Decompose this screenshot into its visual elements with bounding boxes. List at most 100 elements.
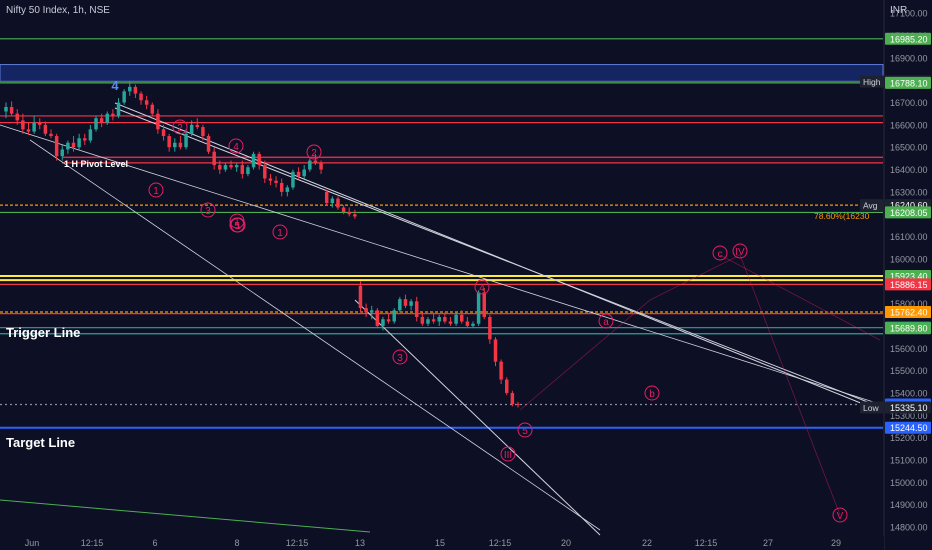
candle-body[interactable]	[330, 198, 335, 204]
candle-body[interactable]	[60, 149, 65, 157]
candle-body[interactable]	[178, 142, 183, 148]
candle-body[interactable]	[161, 129, 166, 137]
price-tag-label-bg	[860, 75, 884, 88]
time-axis[interactable]: Jun 12:15 6 8 12:15 13 15 12:15 20 22 12:15 27 29	[0, 536, 884, 550]
wave-label: 3	[205, 206, 211, 217]
candle-body[interactable]	[15, 113, 19, 121]
candle-body[interactable]	[313, 160, 318, 163]
candle-body[interactable]	[251, 153, 256, 168]
candle-body[interactable]	[122, 91, 126, 103]
price-tag-label-bg	[860, 199, 884, 212]
candle-body[interactable]	[443, 316, 447, 322]
candle-body[interactable]	[510, 392, 515, 405]
candle-body[interactable]	[482, 292, 486, 317]
candle-body[interactable]	[9, 106, 14, 114]
candle-body[interactable]	[437, 316, 441, 322]
candle-body[interactable]	[274, 180, 278, 183]
candle-body[interactable]	[66, 142, 70, 150]
candle-body[interactable]	[184, 133, 188, 148]
candle-body[interactable]	[128, 86, 132, 92]
candle-body[interactable]	[133, 86, 138, 94]
candle-body[interactable]	[341, 207, 346, 212]
candle-body[interactable]	[150, 104, 155, 114]
candle-body[interactable]	[409, 301, 413, 306]
candle-body[interactable]	[167, 136, 171, 148]
candle-body[interactable]	[386, 319, 391, 322]
candle-body[interactable]	[195, 124, 200, 128]
candle-body[interactable]	[448, 321, 453, 324]
candle-body[interactable]	[403, 299, 408, 306]
candle-body[interactable]	[38, 122, 42, 125]
candle-body[interactable]	[206, 136, 211, 152]
candle-body[interactable]	[94, 118, 98, 130]
candle-body[interactable]	[291, 171, 295, 188]
candle-body[interactable]	[505, 379, 509, 393]
candle-body[interactable]	[223, 165, 228, 170]
candle-body[interactable]	[499, 361, 503, 380]
candle-body[interactable]	[302, 169, 306, 177]
candle-body[interactable]	[465, 321, 470, 326]
candle-body[interactable]	[426, 319, 430, 324]
candle-body[interactable]	[347, 211, 351, 215]
candle-body[interactable]	[398, 299, 402, 311]
candle-body[interactable]	[212, 151, 216, 166]
candle-body[interactable]	[516, 404, 520, 406]
candle-body[interactable]	[54, 136, 59, 157]
candle-body[interactable]	[364, 308, 368, 313]
candle-body[interactable]	[381, 319, 385, 326]
candle-body[interactable]	[493, 339, 498, 362]
candle-body[interactable]	[459, 314, 464, 322]
candle-body[interactable]	[488, 316, 492, 340]
candle-body[interactable]	[229, 165, 233, 168]
candle-body[interactable]	[71, 142, 76, 148]
price-axis[interactable]: 14800.00 14900.00 15000.00 15100.00 15200.00…	[860, 0, 932, 550]
candle-body[interactable]	[43, 124, 48, 134]
candle-body[interactable]	[279, 182, 284, 192]
candle-body[interactable]	[420, 316, 425, 324]
candle-body[interactable]	[263, 165, 267, 179]
candle-body[interactable]	[308, 160, 312, 170]
candle-body[interactable]	[88, 129, 93, 141]
candle-body[interactable]	[285, 187, 290, 192]
symbol-title[interactable]: Nifty 50 Index, 1h, NSE	[6, 5, 110, 16]
candle-body[interactable]	[4, 106, 8, 112]
candle-body[interactable]	[173, 142, 177, 148]
candle-body[interactable]	[234, 165, 239, 168]
candle-body[interactable]	[156, 113, 160, 130]
candle-body[interactable]	[375, 310, 380, 326]
candle-body[interactable]	[471, 323, 475, 326]
candle-body[interactable]	[111, 113, 115, 116]
candle-body[interactable]	[257, 153, 261, 166]
candle-body[interactable]	[392, 310, 396, 322]
candle-body[interactable]	[296, 171, 301, 177]
candle-body[interactable]	[336, 198, 340, 208]
candle-body[interactable]	[414, 301, 419, 317]
candle-body[interactable]	[139, 93, 143, 101]
candle-body[interactable]	[83, 138, 87, 141]
candle-body[interactable]	[32, 122, 36, 132]
candle-body[interactable]	[99, 118, 104, 123]
candle-body[interactable]	[246, 167, 250, 175]
candle-body[interactable]	[144, 100, 149, 105]
candle-body[interactable]	[353, 214, 357, 217]
candle-body[interactable]	[268, 178, 273, 181]
candle-body[interactable]	[116, 102, 121, 116]
candle-body[interactable]	[431, 319, 436, 322]
candle-body[interactable]	[369, 310, 374, 313]
candle-body[interactable]	[454, 314, 458, 324]
candle-body[interactable]	[319, 162, 323, 170]
candle-body[interactable]	[105, 113, 110, 123]
candle-body[interactable]	[201, 127, 205, 137]
candle-body[interactable]	[324, 191, 329, 204]
candle-body[interactable]	[218, 165, 222, 170]
candle-body[interactable]	[49, 133, 53, 137]
candle-body[interactable]	[358, 285, 363, 309]
candle-body[interactable]	[21, 120, 25, 130]
candle-body[interactable]	[26, 129, 31, 132]
candle-body[interactable]	[77, 138, 81, 148]
candle-body[interactable]	[189, 124, 194, 134]
candle-body[interactable]	[476, 292, 481, 324]
candle-body[interactable]	[240, 165, 245, 175]
